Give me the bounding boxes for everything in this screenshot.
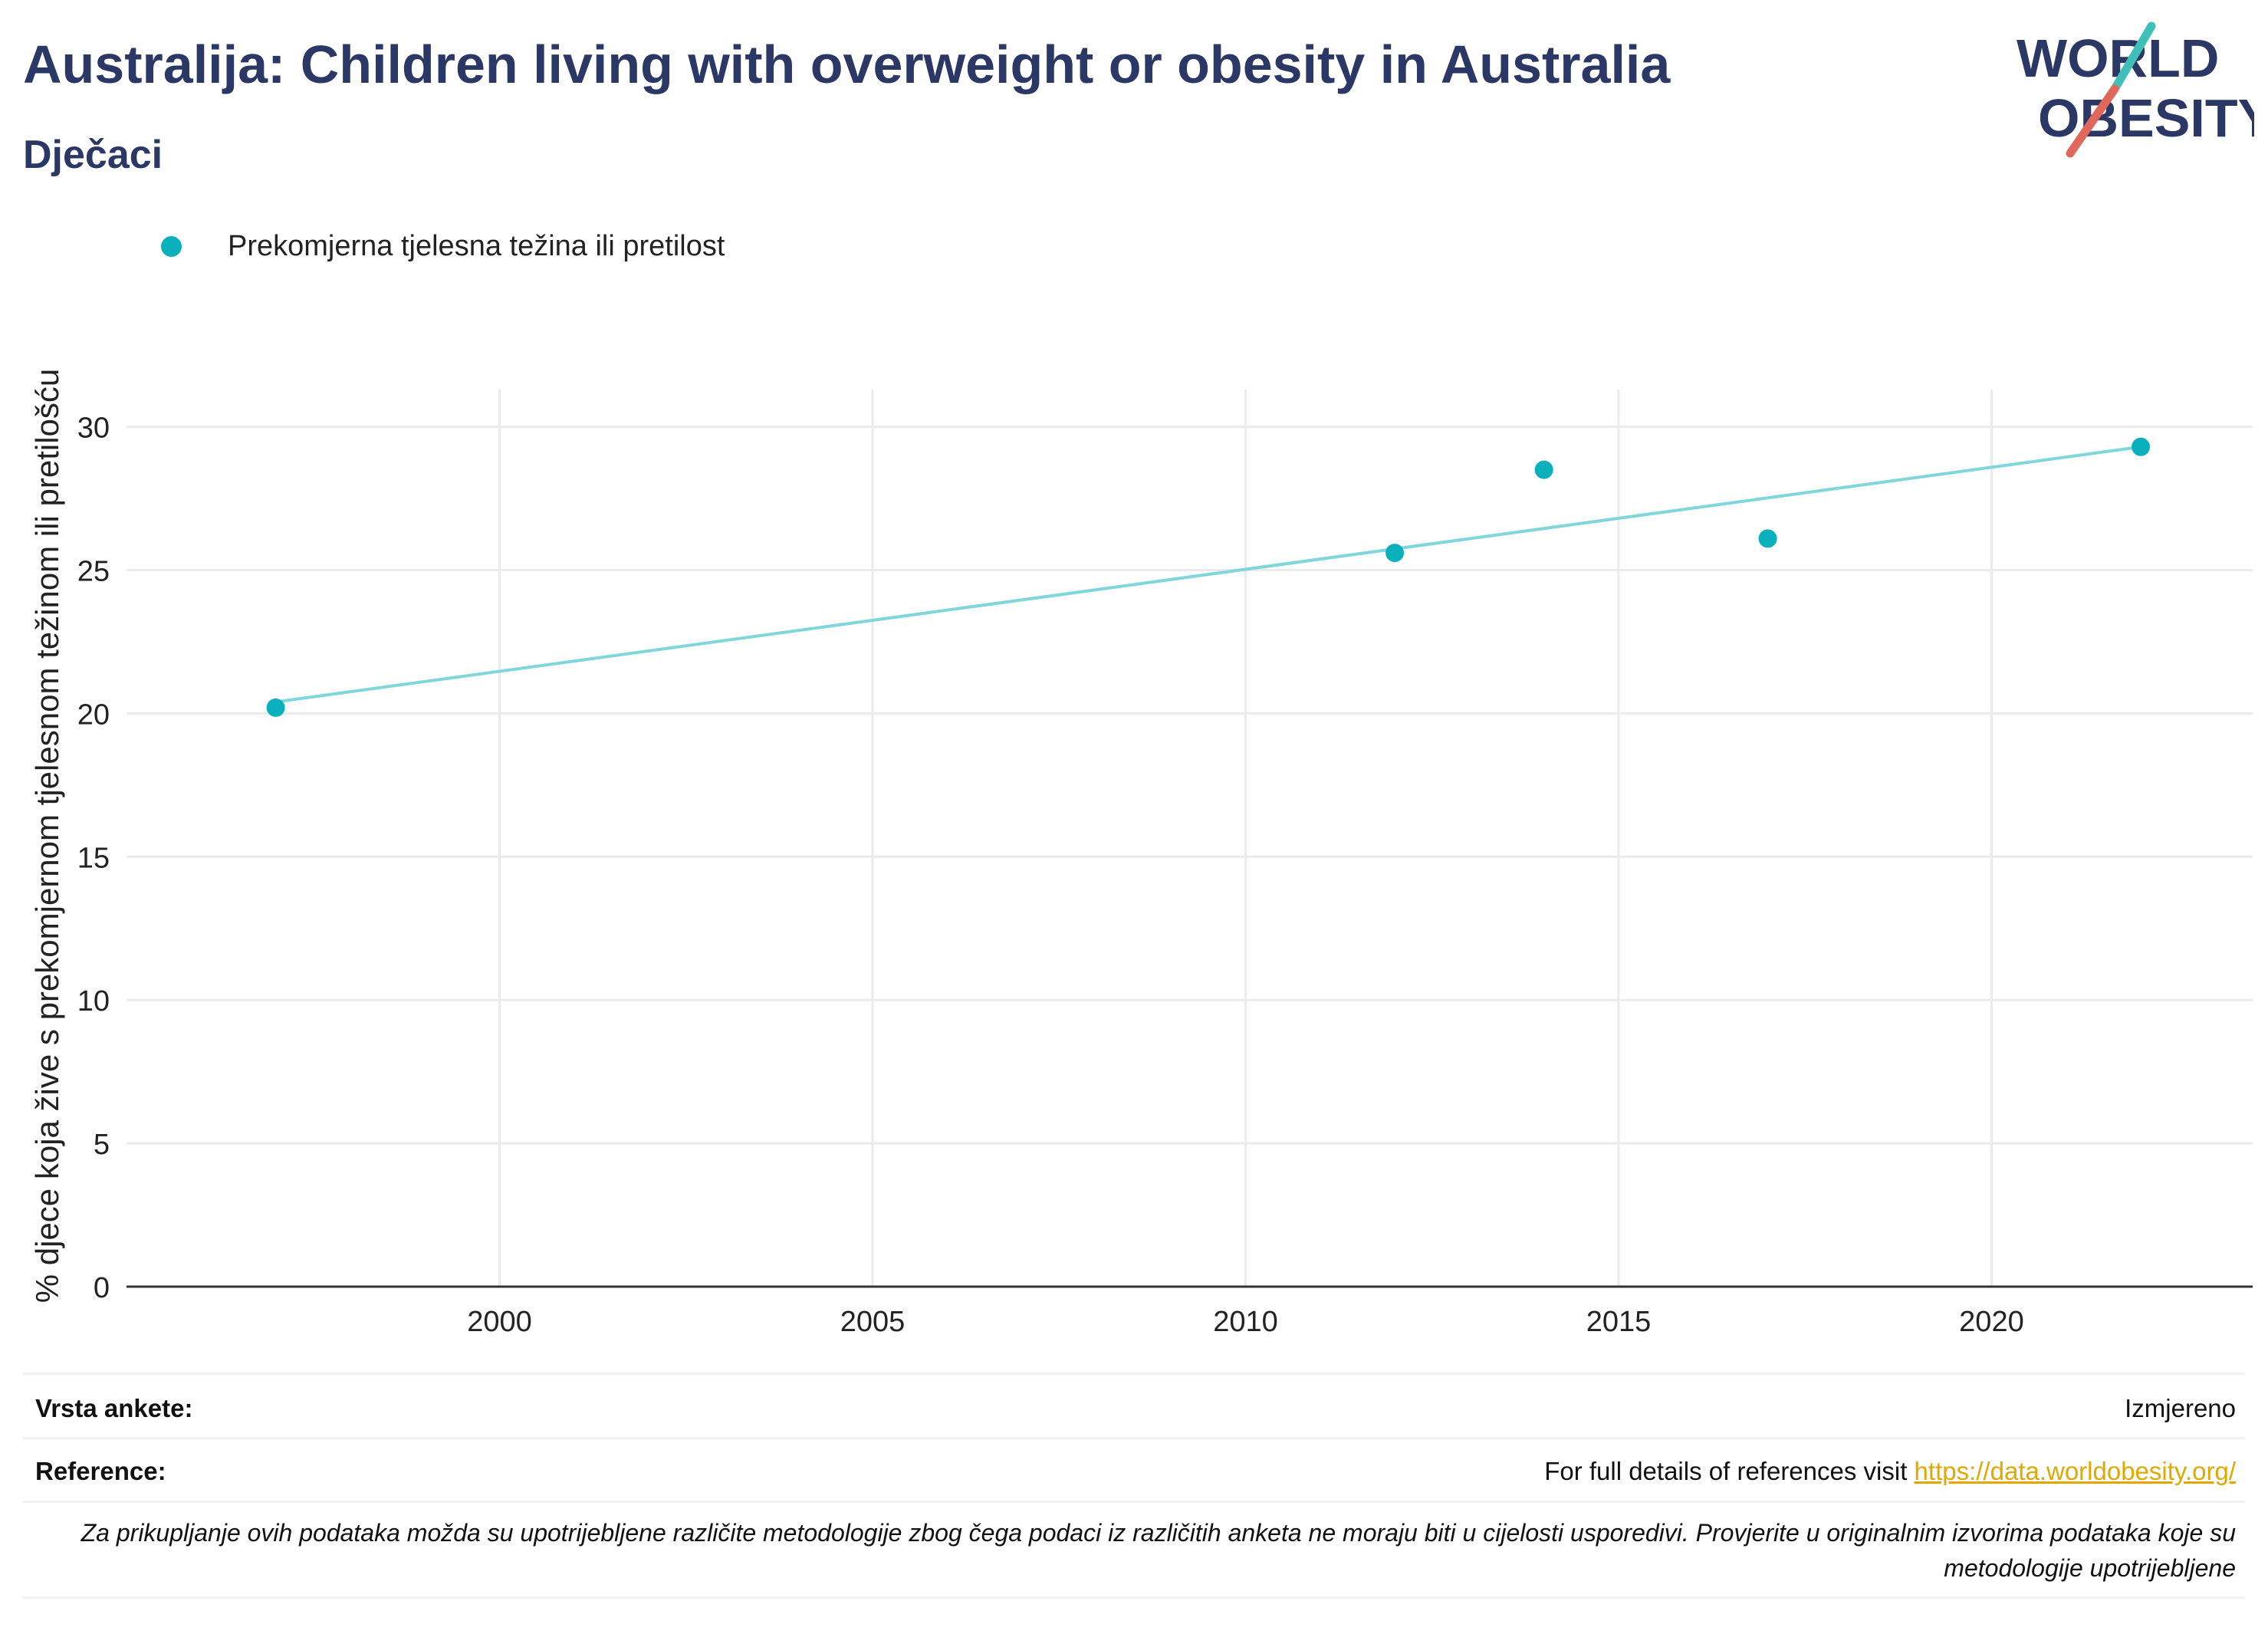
y-tick-label: 30	[77, 413, 110, 445]
references-text: For full details of references visit	[1544, 1457, 1908, 1485]
footer-divider-bottom	[23, 1596, 2245, 1599]
logo-slash-coral	[2066, 84, 2119, 158]
y-tick-label: 10	[77, 985, 110, 1018]
footer-divider-middle	[23, 1437, 2245, 1439]
logo-word-obesity: OBESITY	[2038, 88, 2254, 148]
y-tick-label: 25	[77, 555, 110, 587]
footer-divider-lower	[23, 1501, 2245, 1503]
chart-title: Australija: Children living with overwei…	[23, 35, 1671, 94]
y-tick-label: 20	[77, 699, 110, 731]
survey-type-value: Izmjereno	[2125, 1394, 2236, 1422]
y-tick-label: 15	[77, 842, 110, 874]
x-tick-label: 2010	[1213, 1306, 1278, 1338]
x-tick-label: 2000	[467, 1306, 532, 1338]
references-label: Reference:	[35, 1457, 166, 1485]
data-point	[1385, 544, 1405, 563]
survey-type-label: Vrsta ankete:	[35, 1394, 193, 1422]
legend-label: Prekomjerna tjelesna težina ili pretilos…	[228, 230, 725, 262]
data-point	[1758, 529, 1777, 548]
survey-type-row: Vrsta ankete: Izmjereno	[35, 1389, 2236, 1428]
chart-subtitle: Dječaci	[23, 133, 163, 177]
y-tick-label: 0	[94, 1272, 110, 1304]
logo-slash-teal	[2110, 21, 2156, 94]
x-tick-label: 2015	[1586, 1306, 1652, 1338]
methodology-note: Za prikupljanje ovih podataka možda su u…	[81, 1519, 2236, 1582]
references-row: Reference: For full details of reference…	[35, 1452, 2236, 1491]
references-link[interactable]: https://data.worldobesity.org/	[1914, 1457, 2236, 1485]
data-point	[266, 698, 285, 717]
data-point	[2132, 437, 2151, 456]
chart-legend: Prekomjerna tjelesna težina ili pretilos…	[161, 230, 725, 263]
world-obesity-logo: WORLD OBESITY	[2017, 21, 2254, 158]
references-value: For full details of references visit htt…	[1544, 1457, 2236, 1486]
trend-line	[275, 445, 2141, 704]
footer-divider-top	[23, 1373, 2245, 1375]
data-point	[1534, 460, 1553, 479]
x-tick-label: 2020	[1959, 1306, 2024, 1338]
y-tick-label: 5	[94, 1129, 110, 1161]
x-tick-label: 2005	[840, 1306, 906, 1338]
legend-marker	[161, 236, 182, 257]
